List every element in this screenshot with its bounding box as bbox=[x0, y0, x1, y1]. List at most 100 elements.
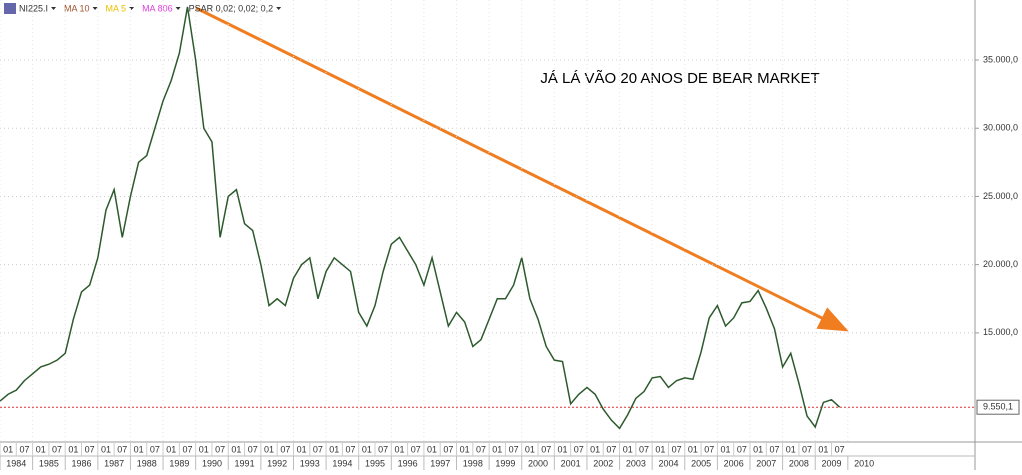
annotation: JÁ LÁ VÃO 20 ANOS DE BEAR MARKET bbox=[540, 70, 819, 87]
x-tick-label: 1991 bbox=[235, 458, 255, 468]
legend-entry: MA 806 bbox=[142, 3, 173, 13]
legend-dropdown[interactable] bbox=[92, 7, 98, 10]
x-tick-label: 1998 bbox=[463, 458, 483, 468]
x-tick-label: 1985 bbox=[39, 458, 59, 468]
x-minor-tick-label: 01 bbox=[786, 444, 796, 454]
y-tick-label: 35.000,0 bbox=[983, 54, 1018, 64]
x-minor-tick-label: 01 bbox=[623, 444, 633, 454]
x-tick-label: 1986 bbox=[72, 458, 92, 468]
x-minor-tick-label: 07 bbox=[378, 444, 388, 454]
x-tick-label: 1990 bbox=[202, 458, 222, 468]
last-value-label: 9.550,1 bbox=[983, 402, 1013, 412]
x-tick-label: 1995 bbox=[365, 458, 385, 468]
x-minor-tick-label: 07 bbox=[802, 444, 812, 454]
x-tick-label: 1996 bbox=[398, 458, 418, 468]
x-tick-label: 2010 bbox=[854, 458, 874, 468]
legend-icon[interactable] bbox=[4, 3, 16, 14]
legend: NI225.I MA 10 MA 5 MA 806 PSAR 0,02; 0,02; 0… bbox=[4, 3, 282, 14]
x-minor-tick-label: 07 bbox=[704, 444, 714, 454]
x-minor-tick-label: 07 bbox=[19, 444, 29, 454]
x-minor-tick-label: 01 bbox=[329, 444, 339, 454]
legend-entry: PSAR 0,02; 0,02; 0,2 bbox=[189, 3, 274, 13]
x-minor-tick-label: 01 bbox=[721, 444, 731, 454]
x-minor-tick-label: 07 bbox=[248, 444, 258, 454]
x-tick-label: 2009 bbox=[822, 458, 842, 468]
x-minor-tick-label: 01 bbox=[297, 444, 307, 454]
y-tick-label: 30.000,0 bbox=[983, 123, 1018, 133]
x-tick-label: 2002 bbox=[593, 458, 613, 468]
x-minor-tick-label: 01 bbox=[166, 444, 176, 454]
x-minor-tick-label: 07 bbox=[672, 444, 682, 454]
x-tick-label: 1987 bbox=[104, 458, 124, 468]
x-minor-tick-label: 01 bbox=[590, 444, 600, 454]
x-tick-label: 2004 bbox=[658, 458, 678, 468]
legend-dropdown[interactable] bbox=[129, 7, 135, 10]
x-minor-tick-label: 01 bbox=[134, 444, 144, 454]
x-minor-tick-label: 07 bbox=[639, 444, 649, 454]
x-minor-tick-label: 01 bbox=[557, 444, 567, 454]
x-minor-tick-label: 07 bbox=[182, 444, 192, 454]
x-tick-label: 2001 bbox=[561, 458, 581, 468]
x-minor-tick-label: 01 bbox=[655, 444, 665, 454]
x-minor-tick-label: 01 bbox=[199, 444, 209, 454]
trend-arrow bbox=[195, 6, 849, 332]
x-tick-label: 1988 bbox=[137, 458, 157, 468]
x-minor-tick-label: 01 bbox=[362, 444, 372, 454]
x-tick-label: 1999 bbox=[495, 458, 515, 468]
x-tick-label: 1993 bbox=[300, 458, 320, 468]
x-minor-tick-label: 07 bbox=[769, 444, 779, 454]
x-tick-label: 1992 bbox=[267, 458, 287, 468]
x-minor-tick-label: 07 bbox=[150, 444, 160, 454]
x-minor-tick-label: 01 bbox=[753, 444, 763, 454]
x-minor-tick-label: 07 bbox=[737, 444, 747, 454]
x-minor-tick-label: 07 bbox=[117, 444, 127, 454]
x-minor-tick-label: 01 bbox=[68, 444, 78, 454]
price-line bbox=[0, 6, 841, 430]
y-tick-label: 25.000,0 bbox=[983, 191, 1018, 201]
x-minor-tick-label: 07 bbox=[280, 444, 290, 454]
y-tick-label: 20.000,0 bbox=[983, 259, 1018, 269]
x-minor-tick-label: 07 bbox=[443, 444, 453, 454]
x-minor-tick-label: 01 bbox=[460, 444, 470, 454]
x-minor-tick-label: 01 bbox=[36, 444, 46, 454]
x-minor-tick-label: 07 bbox=[411, 444, 421, 454]
legend-dropdown[interactable] bbox=[276, 7, 282, 10]
legend-dropdown[interactable] bbox=[51, 7, 57, 10]
x-minor-tick-label: 07 bbox=[541, 444, 551, 454]
legend-dropdown[interactable] bbox=[175, 7, 181, 10]
x-minor-tick-label: 01 bbox=[492, 444, 502, 454]
x-minor-tick-label: 07 bbox=[574, 444, 584, 454]
x-tick-label: 2006 bbox=[724, 458, 744, 468]
x-minor-tick-label: 01 bbox=[264, 444, 274, 454]
x-minor-tick-label: 01 bbox=[427, 444, 437, 454]
x-minor-tick-label: 07 bbox=[835, 444, 845, 454]
last-value-box bbox=[976, 399, 1020, 415]
plot-area bbox=[0, 0, 975, 442]
x-minor-tick-label: 07 bbox=[476, 444, 486, 454]
x-minor-tick-label: 07 bbox=[346, 444, 356, 454]
legend-entry: MA 10 bbox=[64, 3, 90, 13]
x-minor-tick-label: 01 bbox=[818, 444, 828, 454]
x-minor-tick-label: 07 bbox=[52, 444, 62, 454]
x-tick-label: 1994 bbox=[332, 458, 352, 468]
x-tick-label: 2008 bbox=[789, 458, 809, 468]
x-minor-tick-label: 01 bbox=[101, 444, 111, 454]
x-minor-tick-label: 07 bbox=[606, 444, 616, 454]
x-minor-tick-label: 07 bbox=[215, 444, 225, 454]
x-minor-tick-label: 07 bbox=[509, 444, 519, 454]
x-minor-tick-label: 07 bbox=[313, 444, 323, 454]
legend-entry: MA 5 bbox=[106, 3, 127, 13]
y-tick-label: 15.000,0 bbox=[983, 327, 1018, 337]
x-tick-label: 2005 bbox=[691, 458, 711, 468]
x-tick-label: 2000 bbox=[528, 458, 548, 468]
x-tick-label: 1989 bbox=[169, 458, 189, 468]
x-tick-label: 1997 bbox=[430, 458, 450, 468]
x-minor-tick-label: 07 bbox=[85, 444, 95, 454]
x-minor-tick-label: 01 bbox=[3, 444, 13, 454]
x-minor-tick-label: 01 bbox=[688, 444, 698, 454]
x-minor-tick-label: 01 bbox=[525, 444, 535, 454]
x-tick-label: 2003 bbox=[626, 458, 646, 468]
legend-entry: NI225.I bbox=[19, 3, 48, 13]
x-minor-tick-label: 01 bbox=[394, 444, 404, 454]
